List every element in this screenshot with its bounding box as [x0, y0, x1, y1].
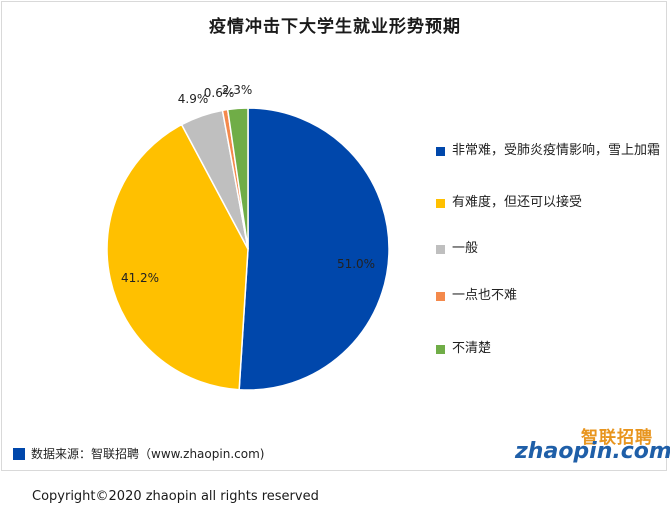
legend-swatch — [436, 292, 445, 301]
legend-item-1: 非常难，受肺炎疫情影响，雪上加霜 — [436, 142, 662, 160]
legend-swatch — [436, 147, 445, 156]
chart-frame — [1, 1, 667, 471]
legend-item-5: 不清楚 — [436, 340, 662, 358]
legend-label: 有难度，但还可以接受 — [452, 195, 583, 210]
logo-english-text: zhaopin.com — [515, 439, 670, 464]
copyright-text: Copyright©2020 zhaopin all rights reserv… — [32, 489, 319, 504]
logo-chinese-text: 智联招聘 — [581, 428, 653, 448]
slice-value-label-1: 51.0% — [337, 257, 375, 271]
pie-slice-2 — [106, 123, 249, 391]
chart-title: 疫情冲击下大学生就业形势预期 — [209, 17, 461, 37]
legend-label: 一般 — [452, 241, 479, 256]
pie-slice-1 — [238, 107, 390, 391]
legend-item-4: 一点也不难 — [436, 287, 662, 305]
legend-swatch — [436, 345, 445, 354]
legend-item-3: 一般 — [436, 240, 662, 258]
slice-value-label-3: 4.9% — [178, 92, 209, 106]
source-text: 数据来源：智联招聘（www.zhaopin.com) — [31, 447, 265, 461]
legend-label: 不清楚 — [452, 341, 492, 356]
legend-swatch — [436, 245, 445, 254]
slice-value-label-5: 2.3% — [222, 83, 253, 97]
legend-label: 非常难，受肺炎疫情影响，雪上加霜 — [452, 143, 661, 158]
zhaopin-logo: 智联招聘 zhaopin.com — [515, 423, 670, 471]
slice-value-label-4: 0.6% — [204, 86, 235, 100]
source-note: 数据来源：智联招聘（www.zhaopin.com) — [13, 445, 264, 462]
legend-swatch — [436, 199, 445, 208]
slice-value-label-2: 41.2% — [121, 271, 159, 285]
pie-slice-5 — [226, 107, 249, 250]
legend-item-2: 有难度，但还可以接受 — [436, 194, 662, 212]
legend-label: 一点也不难 — [452, 288, 518, 303]
source-square-icon — [13, 447, 25, 460]
